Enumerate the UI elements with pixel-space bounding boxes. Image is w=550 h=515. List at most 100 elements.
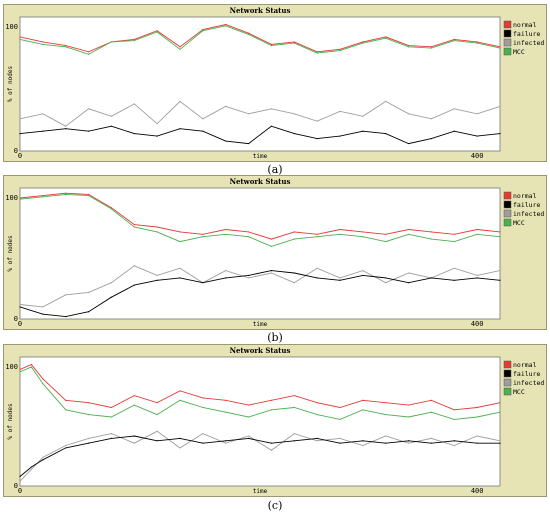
data-point-MCC bbox=[133, 226, 135, 228]
data-point-infected bbox=[407, 442, 410, 444]
data-point-MCC bbox=[339, 49, 341, 52]
chart-title: Network Status bbox=[230, 177, 291, 186]
data-point-MCC bbox=[156, 31, 158, 33]
data-point-normal bbox=[476, 406, 478, 409]
data-point-MCC bbox=[499, 236, 501, 238]
data-point-MCC bbox=[179, 48, 181, 50]
chart-panel-c: Network Status 0 100 0 400 time % of nodes norm… bbox=[3, 344, 547, 497]
data-point-normal bbox=[87, 51, 90, 53]
data-point-normal bbox=[65, 45, 67, 47]
data-point-failure bbox=[362, 130, 364, 132]
data-point-MCC bbox=[270, 45, 273, 47]
data-point-normal bbox=[499, 46, 501, 48]
data-point-MCC bbox=[225, 233, 227, 235]
legend-label-failure: failure bbox=[513, 201, 540, 209]
data-point-normal bbox=[225, 399, 227, 401]
data-point-failure bbox=[202, 442, 204, 444]
plot-area bbox=[19, 187, 501, 320]
data-point-infected bbox=[362, 115, 364, 117]
data-point-failure bbox=[225, 440, 227, 442]
data-point-MCC bbox=[65, 193, 67, 195]
data-point-normal bbox=[362, 231, 364, 233]
data-point-MCC bbox=[476, 42, 478, 44]
data-point-failure bbox=[453, 130, 455, 132]
x-tick-label: 0 bbox=[18, 320, 22, 328]
data-point-infected bbox=[430, 118, 433, 120]
data-point-MCC bbox=[453, 418, 455, 420]
data-point-infected bbox=[19, 118, 21, 120]
data-point-normal bbox=[19, 36, 21, 38]
data-point-normal bbox=[499, 402, 501, 404]
y-tick-label: 100 bbox=[5, 363, 18, 371]
data-point-infected bbox=[430, 437, 433, 439]
data-point-failure bbox=[65, 128, 67, 130]
x-tick-label: 400 bbox=[471, 487, 484, 495]
data-point-infected bbox=[247, 277, 250, 279]
data-point-failure bbox=[407, 282, 410, 284]
data-point-failure bbox=[453, 279, 455, 281]
data-point-failure bbox=[225, 140, 227, 142]
x-axis-label: time bbox=[253, 321, 268, 328]
data-point-failure bbox=[42, 313, 44, 315]
data-point-infected bbox=[270, 108, 273, 110]
data-point-infected bbox=[339, 277, 341, 279]
data-point-MCC bbox=[19, 38, 21, 41]
data-point-failure bbox=[247, 142, 250, 145]
data-point-infected bbox=[316, 267, 318, 269]
data-point-MCC bbox=[385, 414, 387, 416]
chart-svg-c: Network Status 0 100 0 400 time % of nodes norm… bbox=[5, 346, 544, 495]
data-point-normal bbox=[316, 51, 318, 53]
data-point-normal bbox=[87, 193, 90, 195]
data-point-infected bbox=[270, 449, 273, 451]
data-point-normal bbox=[225, 228, 227, 231]
data-point-infected bbox=[202, 433, 204, 435]
data-point-infected bbox=[65, 294, 67, 296]
data-point-infected bbox=[156, 430, 158, 432]
data-point-MCC bbox=[293, 406, 295, 409]
data-point-normal bbox=[430, 231, 433, 233]
data-point-infected bbox=[42, 456, 44, 459]
data-point-normal bbox=[42, 41, 44, 43]
data-point-normal bbox=[293, 231, 295, 233]
chart-title: Network Status bbox=[230, 346, 291, 355]
data-point-infected bbox=[453, 444, 455, 447]
data-point-normal bbox=[453, 38, 455, 41]
data-point-MCC bbox=[247, 236, 250, 238]
legend-label-failure: failure bbox=[513, 370, 540, 378]
data-point-MCC bbox=[499, 411, 501, 413]
data-point-MCC bbox=[179, 240, 181, 243]
data-point-infected bbox=[179, 447, 181, 449]
data-point-failure bbox=[385, 442, 387, 444]
data-point-failure bbox=[339, 442, 341, 444]
data-point-failure bbox=[499, 279, 501, 281]
data-point-MCC bbox=[42, 196, 44, 198]
data-point-failure bbox=[362, 274, 364, 277]
data-point-failure bbox=[476, 442, 478, 444]
data-point-failure bbox=[316, 277, 318, 279]
data-point-failure bbox=[499, 442, 501, 444]
data-point-MCC bbox=[87, 414, 90, 416]
data-point-failure bbox=[156, 135, 158, 137]
data-point-failure bbox=[270, 125, 273, 127]
data-point-normal bbox=[133, 224, 135, 226]
data-point-normal bbox=[156, 226, 158, 228]
data-point-infected bbox=[87, 291, 90, 293]
data-point-failure bbox=[339, 135, 341, 137]
data-point-MCC bbox=[133, 404, 135, 406]
data-point-normal bbox=[385, 36, 387, 38]
data-point-normal bbox=[133, 394, 135, 397]
data-point-failure bbox=[362, 440, 364, 442]
data-point-infected bbox=[385, 282, 387, 284]
data-point-MCC bbox=[316, 52, 318, 54]
data-point-infected bbox=[133, 265, 135, 267]
data-point-infected bbox=[407, 113, 410, 115]
series-line-failure bbox=[19, 270, 501, 318]
data-point-infected bbox=[385, 100, 387, 102]
data-point-normal bbox=[110, 406, 113, 409]
data-point-infected bbox=[65, 444, 67, 447]
data-point-failure bbox=[202, 130, 204, 132]
data-point-failure bbox=[407, 142, 410, 145]
data-point-MCC bbox=[30, 366, 33, 368]
data-point-MCC bbox=[247, 33, 250, 36]
series-line-MCC bbox=[19, 193, 501, 247]
